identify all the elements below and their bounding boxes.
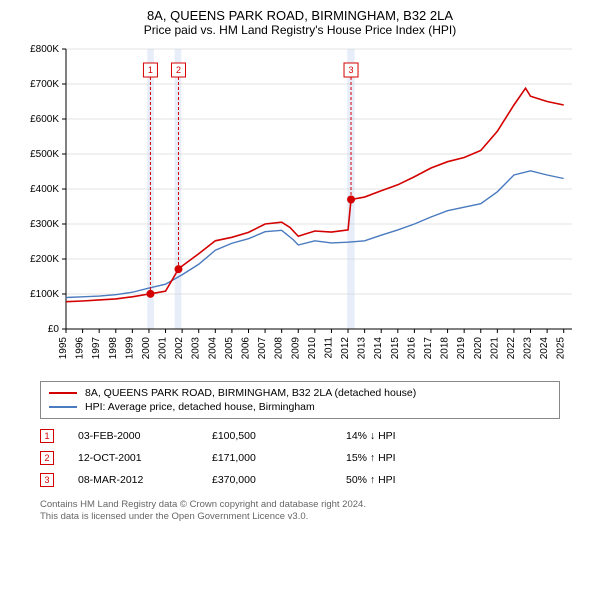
sale-date: 12-OCT-2001 (78, 452, 188, 464)
svg-text:1995: 1995 (58, 337, 69, 360)
chart-title: 8A, QUEENS PARK ROAD, BIRMINGHAM, B32 2L… (10, 8, 590, 23)
svg-text:1998: 1998 (108, 337, 119, 360)
sale-row: 2 12-OCT-2001 £171,000 15% ↑ HPI (40, 447, 560, 469)
chart-svg: £0 £100K £200K £300K £400K £500K £600K £700K £80… (20, 43, 580, 373)
sale-row: 1 03-FEB-2000 £100,500 14% ↓ HPI (40, 425, 560, 447)
svg-text:£0: £0 (48, 324, 60, 335)
svg-text:£200K: £200K (30, 254, 59, 265)
svg-text:2018: 2018 (440, 337, 451, 360)
svg-text:3: 3 (349, 65, 354, 75)
svg-text:2020: 2020 (473, 337, 484, 360)
svg-text:2001: 2001 (158, 337, 169, 360)
svg-text:2000: 2000 (141, 337, 152, 360)
svg-text:2011: 2011 (323, 337, 334, 359)
sale-marker-badge: 3 (40, 473, 54, 487)
svg-text:£800K: £800K (30, 44, 59, 55)
svg-text:£400K: £400K (30, 184, 59, 195)
sale-pct-vs-hpi: 50% ↑ HPI (346, 474, 456, 486)
legend-swatch (49, 392, 77, 394)
svg-text:£300K: £300K (30, 219, 59, 230)
svg-text:2007: 2007 (257, 337, 268, 360)
svg-text:2: 2 (176, 65, 181, 75)
svg-text:2008: 2008 (274, 337, 285, 360)
svg-text:1: 1 (148, 65, 153, 75)
legend-item: HPI: Average price, detached house, Birm… (49, 400, 551, 414)
footnote-line-2: This data is licensed under the Open Gov… (40, 511, 560, 523)
legend-item: 8A, QUEENS PARK ROAD, BIRMINGHAM, B32 2L… (49, 386, 551, 400)
svg-text:2024: 2024 (539, 337, 550, 360)
svg-text:2019: 2019 (456, 337, 467, 360)
sale-pct-vs-hpi: 15% ↑ HPI (346, 452, 456, 464)
svg-text:£700K: £700K (30, 79, 59, 90)
svg-text:2012: 2012 (340, 337, 351, 360)
svg-text:£600K: £600K (30, 114, 59, 125)
svg-text:£100K: £100K (30, 289, 59, 300)
svg-text:2005: 2005 (224, 337, 235, 360)
sale-date: 08-MAR-2012 (78, 474, 188, 486)
legend: 8A, QUEENS PARK ROAD, BIRMINGHAM, B32 2L… (40, 381, 560, 419)
sales-table: 1 03-FEB-2000 £100,500 14% ↓ HPI 2 12-OCT-200… (40, 425, 560, 491)
legend-label: 8A, QUEENS PARK ROAD, BIRMINGHAM, B32 2L… (85, 387, 416, 399)
svg-text:2013: 2013 (357, 337, 368, 360)
svg-text:2002: 2002 (174, 337, 185, 360)
svg-text:2006: 2006 (240, 337, 251, 360)
svg-text:2025: 2025 (556, 337, 567, 360)
svg-text:2004: 2004 (207, 337, 218, 360)
sale-marker-badge: 1 (40, 429, 54, 443)
svg-text:2021: 2021 (489, 337, 500, 360)
chart-container: 8A, QUEENS PARK ROAD, BIRMINGHAM, B32 2L… (0, 0, 600, 534)
svg-text:2016: 2016 (406, 337, 417, 360)
chart-plot: £0 £100K £200K £300K £400K £500K £600K £700K £80… (20, 43, 580, 373)
svg-text:2003: 2003 (191, 337, 202, 360)
sale-row: 3 08-MAR-2012 £370,000 50% ↑ HPI (40, 469, 560, 491)
sale-pct-vs-hpi: 14% ↓ HPI (346, 430, 456, 442)
svg-text:1999: 1999 (124, 337, 135, 360)
svg-text:2015: 2015 (390, 337, 401, 360)
sale-price: £370,000 (212, 474, 322, 486)
svg-text:2017: 2017 (423, 337, 434, 360)
svg-text:2014: 2014 (373, 337, 384, 360)
legend-swatch (49, 406, 77, 408)
svg-text:1996: 1996 (75, 337, 86, 360)
legend-label: HPI: Average price, detached house, Birm… (85, 401, 315, 413)
svg-text:2010: 2010 (307, 337, 318, 360)
svg-text:1997: 1997 (91, 337, 102, 360)
footnote-line-1: Contains HM Land Registry data © Crown c… (40, 499, 560, 511)
sale-price: £171,000 (212, 452, 322, 464)
svg-text:£500K: £500K (30, 149, 59, 160)
sale-date: 03-FEB-2000 (78, 430, 188, 442)
chart-subtitle: Price paid vs. HM Land Registry's House … (10, 23, 590, 37)
svg-text:2009: 2009 (290, 337, 301, 360)
svg-text:2022: 2022 (506, 337, 517, 360)
footnote: Contains HM Land Registry data © Crown c… (40, 499, 560, 524)
sale-marker-badge: 2 (40, 451, 54, 465)
svg-text:2023: 2023 (523, 337, 534, 360)
sale-price: £100,500 (212, 430, 322, 442)
